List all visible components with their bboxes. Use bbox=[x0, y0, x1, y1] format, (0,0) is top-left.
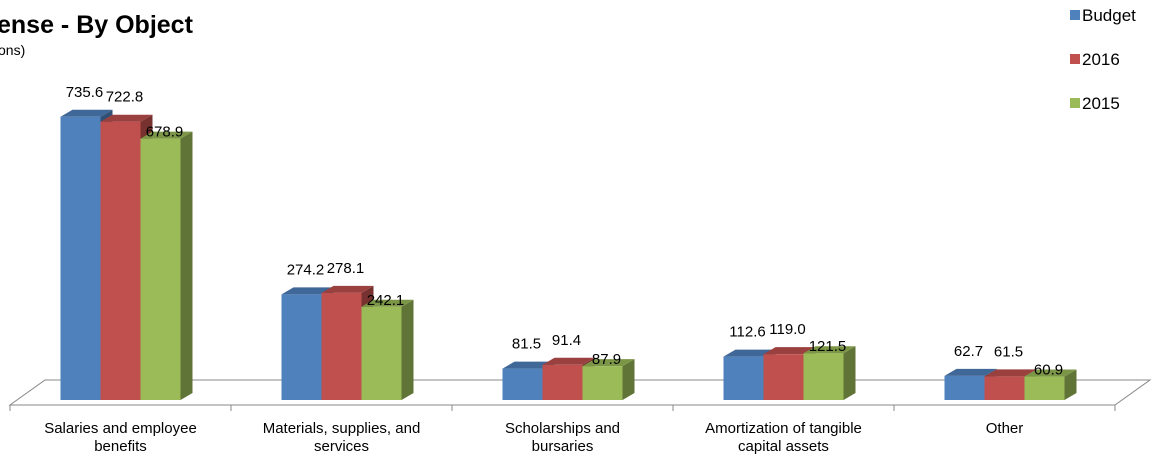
bar bbox=[944, 375, 985, 400]
bar-top bbox=[100, 114, 153, 122]
bar bbox=[60, 116, 101, 400]
x-tick-label: Salaries and employee benefits bbox=[44, 420, 197, 455]
data-label: 121.5 bbox=[809, 338, 847, 355]
bar-top bbox=[803, 346, 856, 354]
data-label: 278.1 bbox=[327, 260, 365, 277]
legend-label: 2016 bbox=[1082, 50, 1120, 69]
legend-label: Budget bbox=[1082, 6, 1136, 25]
bar-top bbox=[361, 299, 414, 307]
x-tick-label: Materials, supplies, and services bbox=[262, 420, 421, 455]
data-label: 735.6 bbox=[66, 84, 104, 101]
bar-top bbox=[1024, 369, 1077, 377]
bar-top bbox=[502, 361, 555, 369]
data-label: 242.1 bbox=[367, 292, 405, 309]
bar-side bbox=[1064, 369, 1077, 400]
legend-swatch bbox=[1070, 54, 1080, 64]
bar bbox=[321, 292, 362, 400]
legend-swatch bbox=[1070, 10, 1080, 20]
bar-top bbox=[140, 131, 193, 139]
data-label: 81.5 bbox=[512, 336, 541, 353]
bar bbox=[361, 306, 402, 400]
bar bbox=[281, 294, 322, 400]
bar bbox=[763, 354, 804, 400]
data-label: 274.2 bbox=[287, 261, 325, 278]
bar-top bbox=[763, 347, 816, 355]
legend-swatch bbox=[1070, 98, 1080, 108]
bar bbox=[502, 368, 543, 400]
bar-top bbox=[944, 368, 997, 376]
bar-side bbox=[180, 131, 193, 400]
bar-side bbox=[401, 299, 414, 400]
bar-side bbox=[843, 346, 856, 400]
bar-top bbox=[281, 287, 334, 295]
bar bbox=[582, 366, 623, 400]
bar-side bbox=[622, 359, 635, 400]
bar-top bbox=[582, 359, 635, 367]
data-label: 61.5 bbox=[994, 343, 1023, 360]
bar bbox=[542, 364, 583, 400]
data-label: 112.6 bbox=[729, 324, 765, 341]
chart-subtitle: ons) bbox=[0, 42, 25, 58]
bar-top bbox=[60, 109, 113, 117]
bar bbox=[803, 353, 844, 400]
bar-top bbox=[723, 349, 776, 357]
data-label: 60.9 bbox=[1034, 362, 1063, 379]
bar-top bbox=[542, 357, 595, 365]
data-label: 87.9 bbox=[592, 351, 621, 368]
bar-top bbox=[321, 285, 374, 293]
x-tick-label: Scholarships and bursaries bbox=[504, 420, 621, 455]
bar bbox=[100, 121, 141, 401]
bar bbox=[1024, 376, 1065, 400]
data-label: 119.0 bbox=[769, 321, 805, 338]
x-tick-label: Amortization of tangible capital assets bbox=[705, 420, 862, 455]
x-tick-label: Other bbox=[985, 420, 1024, 437]
data-label: 91.4 bbox=[552, 332, 581, 349]
legend-label: 2015 bbox=[1082, 94, 1120, 113]
data-label: 722.8 bbox=[106, 89, 144, 106]
data-label: 62.7 bbox=[954, 343, 983, 360]
bar bbox=[140, 138, 181, 400]
bar bbox=[723, 356, 764, 400]
chart-title: ense - By Object bbox=[0, 11, 194, 39]
bar bbox=[984, 376, 1025, 400]
bar-top bbox=[984, 369, 1037, 377]
data-label: 678.9 bbox=[146, 124, 184, 141]
